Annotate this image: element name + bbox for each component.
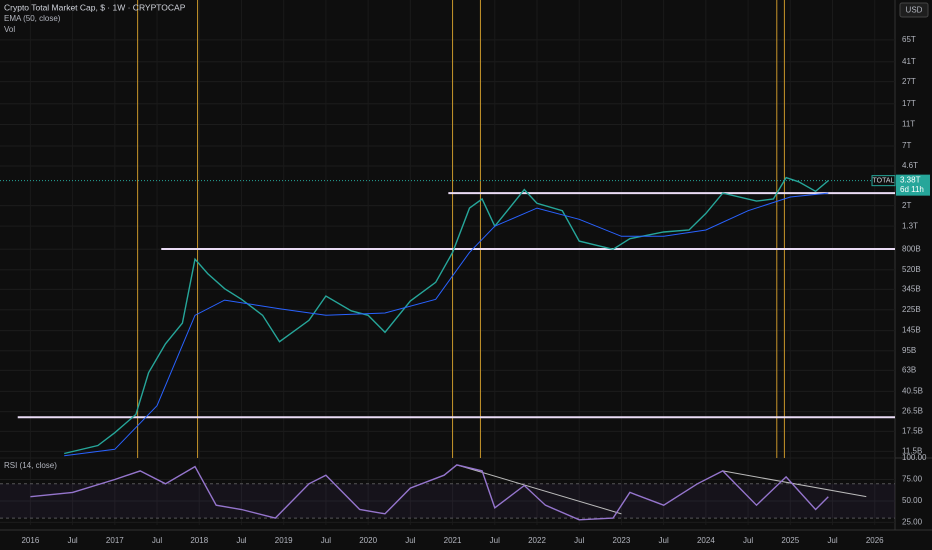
indicator-label: Vol xyxy=(4,25,15,34)
x-tick-label: 2016 xyxy=(21,536,39,545)
y-tick-label: 75.00 xyxy=(902,475,923,484)
y-tick-label: 41T xyxy=(902,57,916,66)
x-tick-label: Jul xyxy=(659,536,669,545)
grid xyxy=(0,0,895,525)
x-tick-label: Jul xyxy=(67,536,77,545)
countdown-label: 6d 11h xyxy=(900,185,924,194)
y-tick-label: 40.5B xyxy=(902,386,923,395)
x-tick-label: 2018 xyxy=(190,536,208,545)
y-tick-label: 800B xyxy=(902,244,921,253)
x-tick-label: 2026 xyxy=(866,536,884,545)
y-tick-label: 11T xyxy=(902,120,915,129)
x-tick-label: 2025 xyxy=(781,536,799,545)
labels: Crypto Total Market Cap, $ · 1W · CRYPTO… xyxy=(4,2,930,545)
currency-button[interactable] xyxy=(899,2,929,18)
x-tick-label: 2020 xyxy=(359,536,377,545)
marks xyxy=(0,0,895,521)
x-tick-label: 2017 xyxy=(106,536,124,545)
symbol-label: TOTAL xyxy=(873,177,895,184)
x-tick-label: 2024 xyxy=(697,536,715,545)
price-label: 3.38T xyxy=(900,175,921,184)
x-tick-label: Jul xyxy=(321,536,331,545)
y-tick-label: 2T xyxy=(902,201,911,210)
x-tick-label: Jul xyxy=(405,536,415,545)
x-tick-label: 2019 xyxy=(275,536,293,545)
y-tick-label: 520B xyxy=(902,265,921,274)
x-tick-label: Jul xyxy=(574,536,584,545)
symbol-badge xyxy=(871,175,896,187)
y-tick-label: 100.00 xyxy=(902,453,927,462)
y-tick-label: 4.6T xyxy=(902,161,918,170)
y-tick-label: 11.5B xyxy=(902,446,922,455)
currency[interactable]: USD xyxy=(906,6,923,15)
y-tick-label: 17.5B xyxy=(902,426,923,435)
y-tick-label: 27T xyxy=(902,77,916,86)
chart-title: Crypto Total Market Cap, $ · 1W · CRYPTO… xyxy=(4,2,186,12)
y-tick-label: 225B xyxy=(902,305,921,314)
y-tick-label: 345B xyxy=(902,284,921,293)
series-line xyxy=(64,176,829,455)
rsi-title: RSI (14, close) xyxy=(4,461,57,470)
price-badge xyxy=(896,174,930,196)
x-tick-label: Jul xyxy=(743,536,753,545)
x-tick-label: Jul xyxy=(152,536,162,545)
x-tick-label: Jul xyxy=(827,536,837,545)
trend-line xyxy=(722,470,867,498)
y-tick-label: 7T xyxy=(902,141,911,150)
y-tick-label: 17T xyxy=(902,99,916,108)
y-tick-label: 95B xyxy=(902,346,916,355)
series-line xyxy=(64,192,829,457)
y-tick-label: 50.00 xyxy=(902,496,923,505)
rsi-band-fill xyxy=(0,483,895,519)
y-tick-label: 63B xyxy=(902,365,916,374)
x-tick-label: Jul xyxy=(490,536,500,545)
y-tick-label: 1.3T xyxy=(902,221,918,230)
series-line xyxy=(30,464,829,521)
y-tick-label: 26.5B xyxy=(902,407,923,416)
x-tick-label: 2023 xyxy=(613,536,631,545)
x-tick-label: 2021 xyxy=(444,536,462,545)
y-tick-label: 65T xyxy=(902,35,916,44)
indicator-label: EMA (50, close) xyxy=(4,14,61,23)
x-tick-label: Jul xyxy=(236,536,246,545)
y-tick-label: 25.00 xyxy=(902,518,923,527)
trend-line xyxy=(456,464,622,515)
y-tick-label: 145B xyxy=(902,326,921,335)
x-tick-label: 2022 xyxy=(528,536,546,545)
